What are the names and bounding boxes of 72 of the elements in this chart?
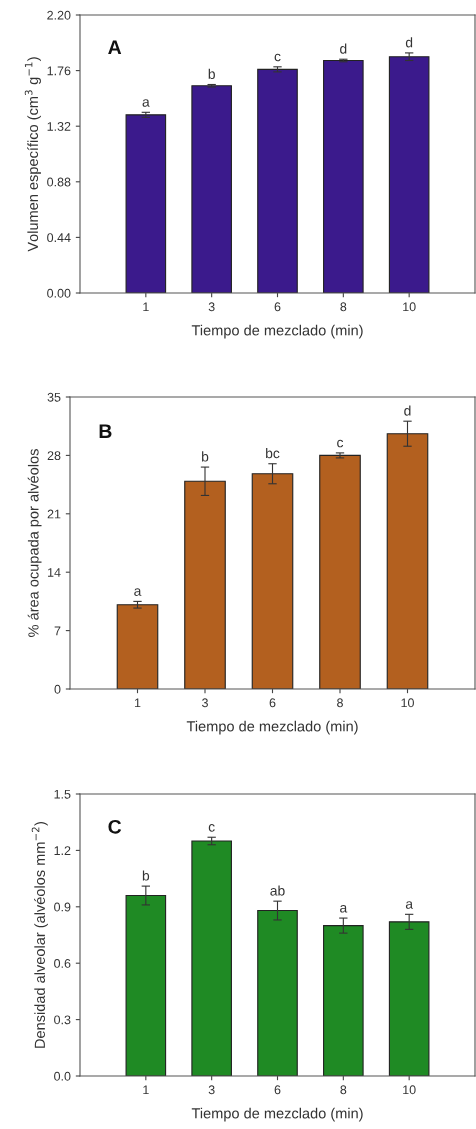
bar <box>191 85 232 293</box>
y-tick-label: 0 <box>54 684 61 694</box>
y-tick-label: 0.3 <box>54 1015 71 1025</box>
x-tick-label: 1 <box>134 698 141 708</box>
y-tick-label: 0.88 <box>47 177 71 187</box>
bar <box>251 473 294 689</box>
annotation: b <box>208 68 215 79</box>
x-axis-title: Tiempo de mezclado (min) <box>191 1107 363 1122</box>
x-tick-label: 3 <box>208 302 215 312</box>
x-tick-label: 6 <box>274 302 281 312</box>
x-tick-label: 3 <box>202 698 208 708</box>
text: A <box>108 40 122 54</box>
annotation: a <box>405 901 414 909</box>
y-tick-label: 1.76 <box>47 66 71 76</box>
y-tick-label: 14 <box>48 568 61 577</box>
x-tick-label: 1 <box>143 1085 149 1095</box>
y-axis-title: Volumen específico (cm$^{3}$ g$^{−1}$) <box>24 57 41 252</box>
annotation: d <box>340 43 347 54</box>
y-tick-label: 1.32 <box>47 122 71 131</box>
annotation: b <box>202 451 209 462</box>
x-tick-label: 6 <box>274 1085 281 1095</box>
x-tick-label: 6 <box>269 698 276 708</box>
y-tick-label: 28 <box>47 451 61 461</box>
y-tick-label: 0.9 <box>54 902 71 912</box>
y-axis-title: % área ocupada por alvéolos <box>27 449 42 637</box>
x-tick-label: 8 <box>337 698 343 708</box>
y-tick-label: 0.00 <box>47 288 71 298</box>
y-tick-label: 0.0 <box>54 1071 71 1081</box>
text: C <box>108 819 122 834</box>
bar <box>323 925 364 1076</box>
x-tick-label: 10 <box>401 698 414 708</box>
x-tick-label: 8 <box>340 1085 347 1095</box>
bar <box>191 840 232 1076</box>
text: B <box>99 424 112 438</box>
y-tick-label: 2.20 <box>47 10 71 20</box>
annotation: d <box>405 37 413 48</box>
y-axis-title: Densidad alveolar (alvéolos mm$^{−2}$) <box>31 822 48 1048</box>
annotation: c <box>208 824 215 832</box>
annotation: d <box>404 405 411 416</box>
bar <box>116 604 159 689</box>
bar <box>388 921 430 1076</box>
bar <box>323 59 364 293</box>
bar <box>386 433 429 689</box>
annotation: c <box>337 439 344 448</box>
bar <box>319 454 361 689</box>
annotation: a <box>142 99 150 107</box>
annotation: a <box>134 588 142 596</box>
y-tick-label: 1.2 <box>54 846 71 855</box>
y-tick-label: 35 <box>47 392 61 402</box>
bar <box>388 56 430 293</box>
x-tick-label: 10 <box>403 302 416 312</box>
x-tick-label: 10 <box>403 1085 416 1095</box>
y-tick-label: 0.6 <box>54 959 71 968</box>
annotation: bc <box>266 448 280 459</box>
x-tick-label: 8 <box>340 302 347 312</box>
x-tick-label: 3 <box>208 1085 215 1095</box>
y-tick-label: 1.5 <box>54 789 71 799</box>
bar <box>125 894 167 1076</box>
bar <box>125 114 167 293</box>
y-tick-label: 7 <box>54 626 61 636</box>
bar <box>257 68 298 293</box>
y-tick-label: 21 <box>47 509 61 519</box>
annotation: ab <box>270 885 285 896</box>
bar <box>257 910 298 1076</box>
annotation: a <box>340 904 348 913</box>
bar <box>184 480 226 689</box>
annotation: c <box>274 53 281 62</box>
y-tick-label: 0.44 <box>47 233 71 243</box>
x-axis-title: Tiempo de mezclado (min) <box>186 720 358 735</box>
x-tick-label: 1 <box>143 302 149 312</box>
x-axis-title: Tiempo de mezclado (min) <box>191 324 363 339</box>
annotation: b <box>142 870 150 881</box>
